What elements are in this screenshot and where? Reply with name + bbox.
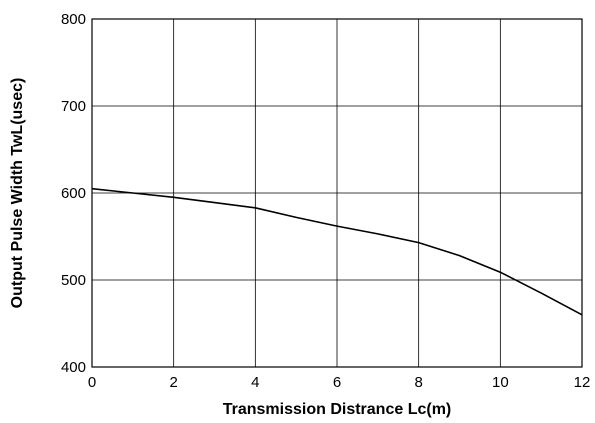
x-tick-label: 6: [333, 374, 341, 391]
y-axis-ticks: 400 500 600 700 800: [61, 11, 86, 376]
plot-area-frame: [91, 18, 583, 368]
x-tick-label: 0: [88, 374, 96, 391]
y-tick-label: 600: [61, 185, 86, 202]
x-tick-label: 10: [492, 374, 509, 391]
y-tick-label: 700: [61, 98, 86, 115]
y-tick-label: 400: [61, 359, 86, 376]
x-axis-title: Transmission Distrance Lc(m): [223, 401, 452, 418]
y-tick-label: 500: [61, 272, 86, 289]
y-axis-title: Output Pulse Width TwL(usec): [9, 78, 26, 309]
y-tick-label: 800: [61, 11, 86, 28]
series-line: [91, 187, 583, 316]
x-tick-label: 12: [574, 374, 591, 391]
grid-lines: [92, 19, 582, 367]
x-tick-label: 4: [251, 374, 259, 391]
x-axis-ticks: 0 2 4 6 8 10 12: [88, 374, 591, 391]
series-layer: [91, 187, 583, 316]
x-tick-label: 2: [169, 374, 177, 391]
x-tick-label: 8: [414, 374, 422, 391]
